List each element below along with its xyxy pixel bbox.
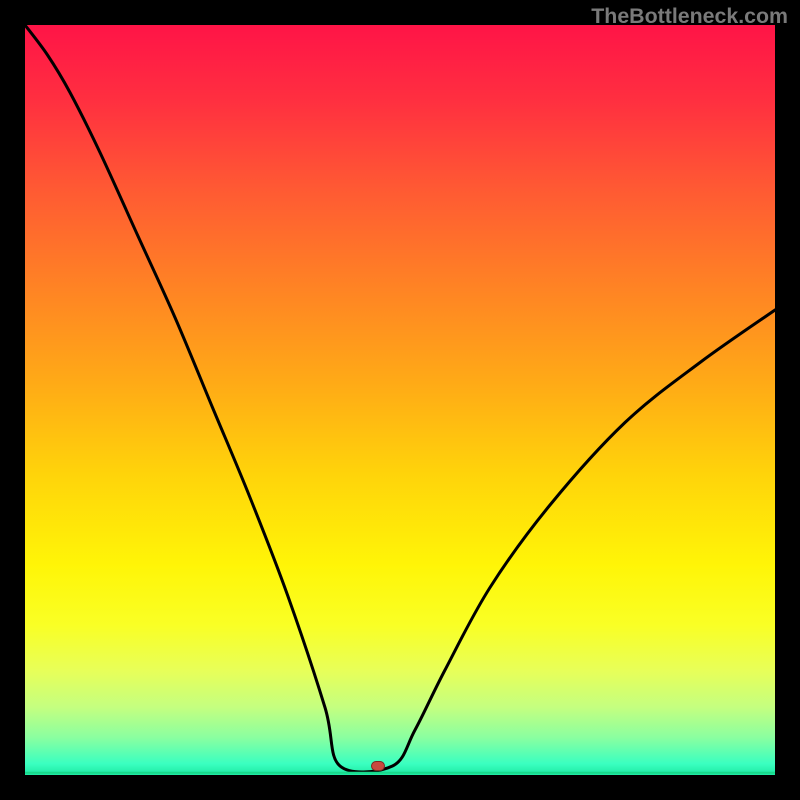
chart-container: TheBottleneck.com	[0, 0, 800, 800]
optimal-point-marker	[371, 761, 385, 771]
plot-area	[25, 25, 775, 775]
gradient-background	[25, 25, 775, 775]
